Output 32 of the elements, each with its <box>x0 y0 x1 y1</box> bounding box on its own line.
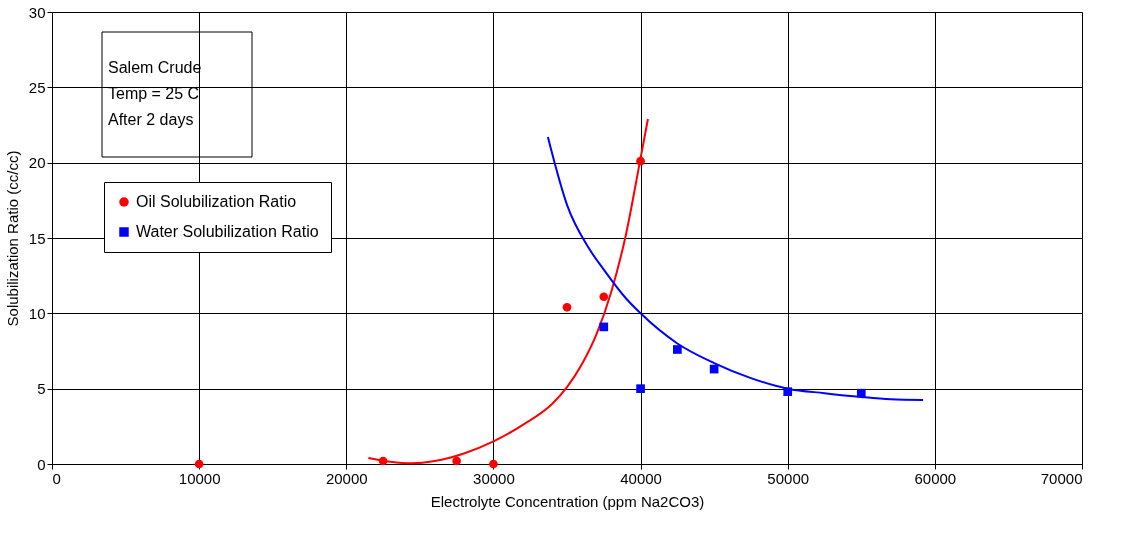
line-series <box>367 117 649 465</box>
point <box>599 292 609 302</box>
y-tick-label: 30 <box>28 3 46 21</box>
point <box>856 388 866 398</box>
x-tick-label: 40000 <box>620 469 662 487</box>
point <box>599 322 609 332</box>
x-tick-label: 60000 <box>914 469 957 487</box>
x-tick-label: 50000 <box>767 469 810 487</box>
annotation: After 2 days <box>108 111 194 128</box>
legend-label: Water Solubilization Ratio <box>136 223 319 240</box>
x-axis-title: Electrolyte Concentration (ppm Na2CO3) <box>430 492 705 510</box>
point <box>636 156 645 166</box>
point <box>673 345 682 354</box>
point <box>562 302 572 312</box>
x-tick-label: 70000 <box>1040 469 1083 487</box>
x-tick-label: 10000 <box>178 469 221 487</box>
y-tick-label: 15 <box>28 229 46 247</box>
y-tick-label: 25 <box>28 78 46 96</box>
point <box>783 387 793 397</box>
x-tick-label: 20000 <box>325 469 368 487</box>
x-tick-label: 0 <box>52 469 61 487</box>
legend-label: Oil Solubilization Ratio <box>136 193 297 210</box>
y-tick-label: 5 <box>37 380 46 398</box>
point <box>452 456 461 466</box>
y-axis-title: Solubilization Ratio (cc/cc) <box>3 150 21 327</box>
x-tick-label: 30000 <box>473 469 515 487</box>
point <box>378 456 388 466</box>
y-tick-label: 0 <box>37 455 46 473</box>
y-tick-label: 10 <box>28 304 46 322</box>
y-tick-label: 20 <box>28 154 46 172</box>
line-series <box>546 136 925 401</box>
point <box>636 384 645 393</box>
